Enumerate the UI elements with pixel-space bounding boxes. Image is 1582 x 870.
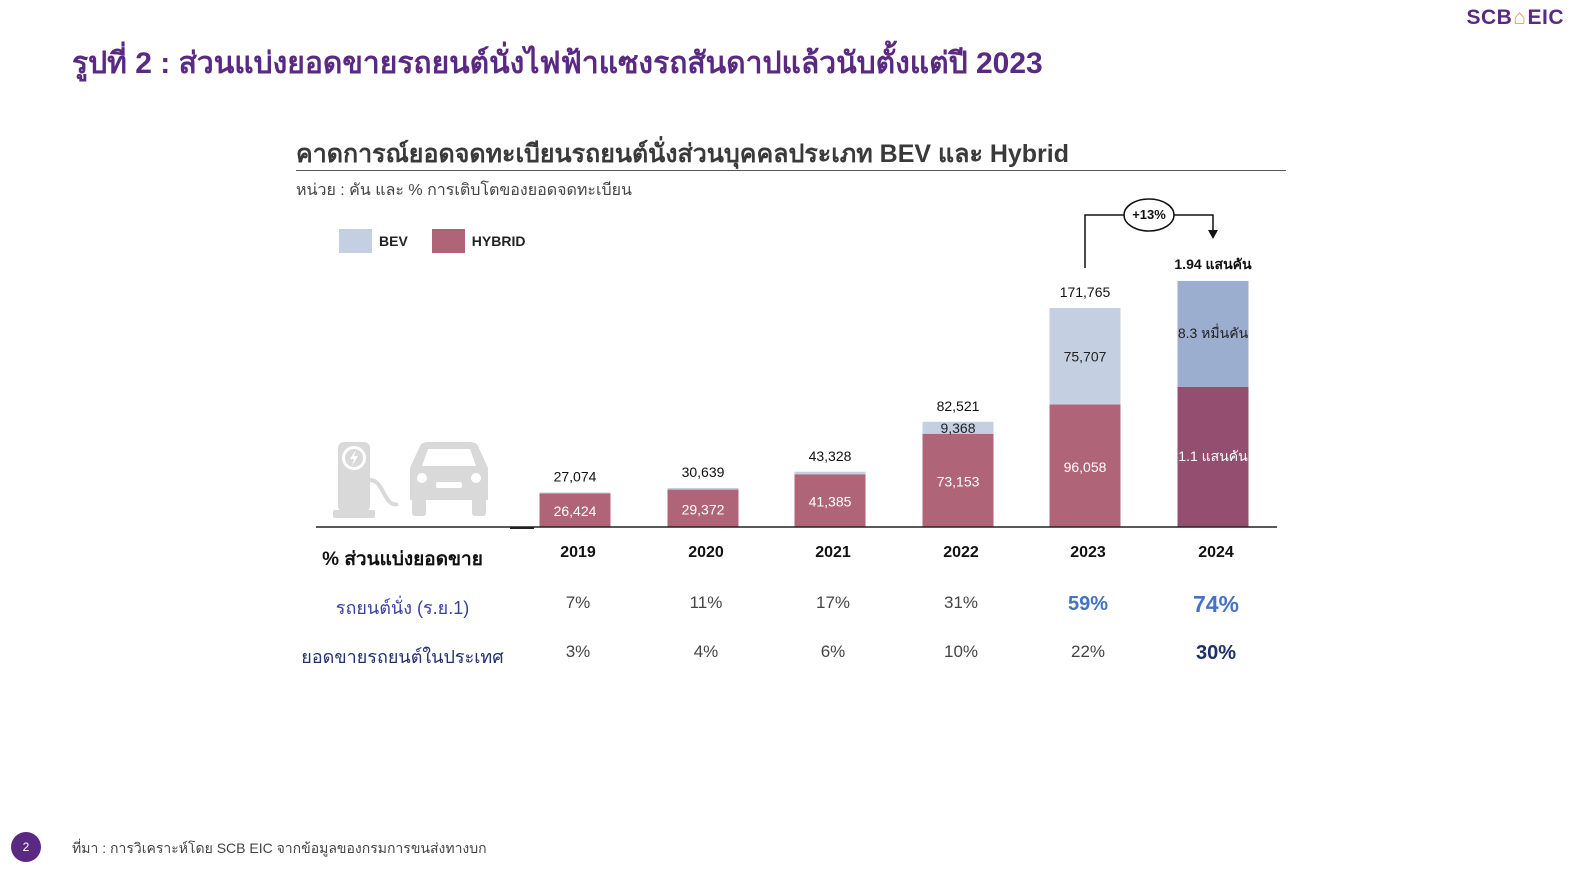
bar-bev — [667, 487, 739, 490]
ev-charger-icon — [333, 442, 399, 518]
table-header-label: % ส่วนแบ่งยอดขาย — [322, 549, 483, 570]
data-label-total: 1.94 แสนคัน — [1174, 256, 1252, 272]
data-label-hybrid: 1.1 แสนคัน — [1178, 448, 1248, 464]
table-cell: 4% — [693, 642, 719, 661]
data-label-bev: 75,707 — [1064, 348, 1107, 364]
table-header-row: % ส่วนแบ่งยอดขาย 2019 2020 2021 2022 202… — [300, 544, 1280, 580]
table-cell: 31% — [943, 593, 979, 612]
chart-legend: BEV HYBRID — [339, 229, 531, 253]
bar-bev — [1177, 280, 1249, 387]
table-row-label: ยอดขายรถยนต์ในประเทศ — [301, 647, 504, 667]
growth-annotation: +13% — [1132, 207, 1166, 222]
table-year: 2019 — [560, 544, 596, 561]
data-label-hybrid: 41,385 — [809, 494, 852, 510]
data-label-total: 43,328 — [809, 448, 852, 464]
data-label-hybrid: 29,372 — [682, 501, 725, 517]
legend-item-bev: BEV — [339, 229, 408, 253]
legend-item-hybrid: HYBRID — [431, 229, 526, 253]
legend-label-bev: BEV — [379, 233, 408, 249]
bar-bev — [922, 421, 994, 434]
bar-hybrid — [539, 493, 611, 527]
table-year: 2022 — [943, 544, 979, 561]
growth-arrowhead — [1208, 230, 1218, 239]
table-row-passenger-cars: รถยนต์นั่ง (ร.ย.1) 7% 11% 17% 31% 59% 74… — [300, 591, 1280, 629]
table-cell: 17% — [815, 593, 851, 612]
ev-illustration — [333, 442, 488, 518]
data-label-bev: 8.3 หมื่นคัน — [1178, 324, 1249, 341]
data-label-total: 27,074 — [554, 468, 597, 484]
table-row-domestic-sales: ยอดขายรถยนต์ในประเทศ 3% 4% 6% 10% 22% 30… — [300, 642, 1280, 678]
table-year: 2020 — [688, 544, 724, 561]
legend-swatch-bev — [339, 229, 372, 253]
page-title: รูปที่ 2 : ส่วนแบ่งยอดขายรถยนต์นั่งไฟฟ้า… — [72, 47, 1043, 80]
data-label-hybrid: 26,424 — [554, 503, 597, 519]
source-note: ที่มา : การวิเคราะห์โดย SCB EIC จากข้อมู… — [72, 840, 487, 856]
data-label-total: 171,765 — [1060, 284, 1111, 300]
data-label-hybrid: 73,153 — [937, 473, 980, 489]
data-label-total: 30,639 — [682, 464, 725, 480]
table-year: 2021 — [815, 544, 851, 561]
bar-hybrid — [1177, 386, 1249, 527]
scb-eic-logo: SCB⌂EIC — [1466, 6, 1564, 29]
bar-bev — [794, 471, 866, 475]
table-cell: 6% — [820, 642, 846, 661]
table-year: 2024 — [1198, 544, 1234, 561]
car-icon — [410, 442, 488, 516]
data-label-total: 82,521 — [937, 398, 980, 414]
bar-hybrid — [667, 489, 739, 527]
table-year: 2023 — [1070, 544, 1106, 561]
chart-title: คาดการณ์ยอดจดทะเบียนรถยนต์นั่งส่วนบุคคลป… — [296, 140, 1069, 168]
table-row-label: รถยนต์นั่ง (ร.ย.1) — [335, 598, 470, 618]
table-cell: 10% — [943, 642, 979, 661]
bar-hybrid — [794, 474, 866, 527]
legend-swatch-hybrid — [431, 229, 465, 253]
data-label-bev: 9,368 — [940, 420, 975, 436]
table-cell: 7% — [565, 593, 591, 612]
table-cell: 74% — [1192, 591, 1240, 617]
data-label-hybrid: 96,058 — [1064, 459, 1107, 475]
bar-bev — [539, 492, 611, 494]
page-number: 2 — [11, 832, 41, 862]
table-cell: 59% — [1067, 593, 1109, 615]
bar-hybrid — [1049, 404, 1121, 527]
bar-bev — [1049, 307, 1121, 405]
table-cell: 22% — [1070, 642, 1106, 661]
table-cell: 11% — [689, 593, 723, 612]
title-divider — [296, 170, 1286, 171]
table-cell: 30% — [1195, 642, 1237, 664]
growth-badge — [1123, 198, 1175, 232]
table-cell: 3% — [565, 642, 591, 661]
bar-hybrid — [922, 433, 994, 527]
chart-subtitle: หน่วย : คัน และ % การเติบโตของยอดจดทะเบี… — [296, 182, 632, 199]
legend-label-hybrid: HYBRID — [471, 233, 526, 249]
